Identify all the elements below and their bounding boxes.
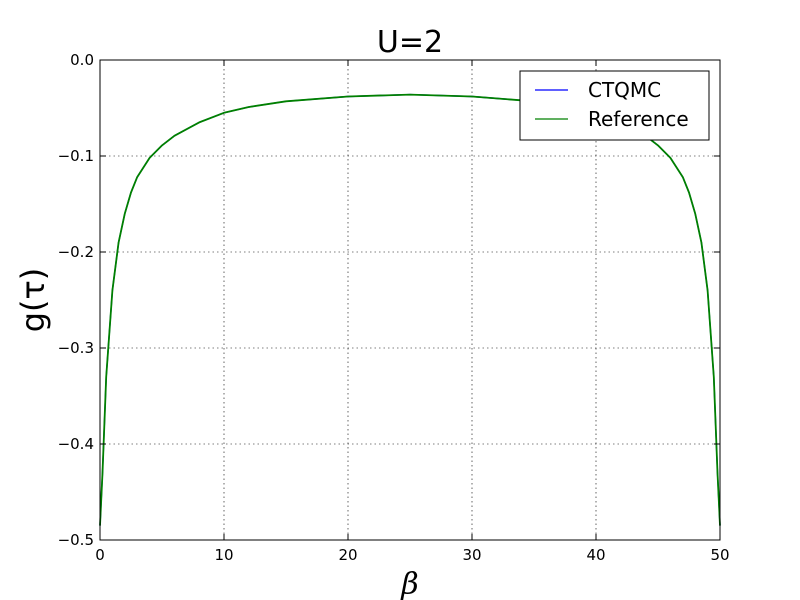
- x-tick-label: 40: [586, 546, 605, 564]
- x-tick-label: 30: [462, 546, 481, 564]
- legend-label-ctqmc: CTQMC: [588, 78, 661, 102]
- chart-title: U=2: [377, 25, 443, 60]
- x-tick-label: 20: [338, 546, 357, 564]
- y-tick-label: −0.2: [58, 243, 94, 261]
- y-tick-label: −0.5: [58, 531, 94, 549]
- plot-frame: [99, 59, 721, 541]
- legend-label-reference: Reference: [588, 107, 689, 131]
- series-line-ctqmc: [99, 93, 721, 526]
- tick-marks: [99, 59, 721, 541]
- y-axis-label: g(τ): [14, 268, 52, 333]
- y-tick-label: −0.4: [58, 435, 94, 453]
- y-tick-label: −0.3: [58, 339, 94, 357]
- legend-box: [519, 70, 710, 141]
- x-tick-label: 50: [710, 546, 729, 564]
- tick-labels: 0 10 20 30 40 50 0.0 −0.1 −0.2 −0.3 −0.4 −0.5: [58, 51, 730, 564]
- y-tick-label: −0.1: [58, 147, 94, 165]
- legend: CTQMC Reference: [519, 70, 710, 141]
- series-layer: [99, 93, 721, 526]
- x-tick-label: 0: [95, 546, 105, 564]
- x-tick-label: 10: [214, 546, 233, 564]
- series-line-reference: [99, 93, 721, 526]
- y-tick-label: 0.0: [70, 51, 94, 69]
- x-axis-label: β: [400, 567, 418, 600]
